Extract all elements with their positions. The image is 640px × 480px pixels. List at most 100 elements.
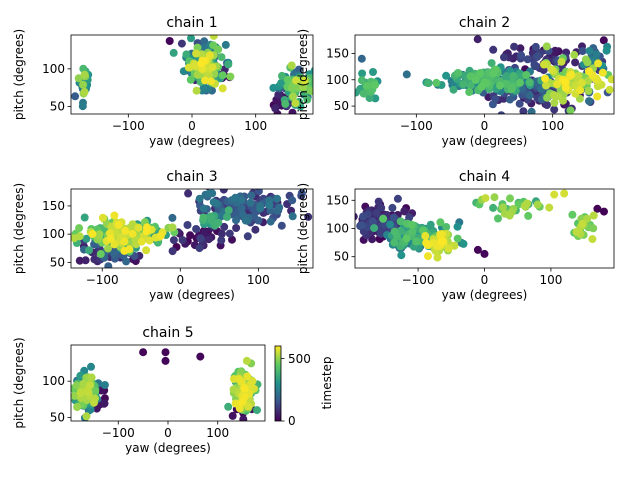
scatter-point [177,39,186,48]
scatter-point [386,220,395,229]
scatter-point [220,222,229,231]
scatter-point [545,203,554,212]
scatter-point [489,45,498,54]
colorbar-label: timestep [320,356,334,409]
scatter-point [184,63,193,72]
scatter-point [100,399,109,408]
x-axis-label: yaw (degrees) [442,288,528,302]
scatter-point [389,213,398,222]
scatter-point [91,387,100,396]
scatter-point [249,205,258,214]
scatter-point [254,216,263,225]
x-axis-label: yaw (degrees) [125,441,211,455]
subplots: −100 0 100 50 100 chain 1 yaw (degrees) pitch (… [12,15,615,455]
x-tick-label: 0 [176,273,184,287]
axes-frame [70,188,314,269]
scatter-point [426,220,435,229]
scatter-point [200,228,209,236]
y-tick-label: 50 [334,250,349,264]
x-tick-label: 0 [164,426,172,440]
scatter-point [551,46,560,55]
scatter-point [459,239,468,248]
scatter-point [90,255,99,264]
scatter-point [221,40,230,49]
scatter-point [442,223,451,231]
scatter-point [76,389,85,397]
scatter-point [237,377,246,386]
y-tick-label: 50 [50,410,65,424]
scatter-point [186,75,195,84]
scatter-point [80,213,89,222]
scatter-point [240,384,249,393]
scatter-point [247,191,256,200]
scatter-point [217,236,226,245]
scatter-point [510,42,519,51]
scatter-point [86,381,95,390]
y-tick-label: 150 [326,46,349,60]
scatter-point [476,69,485,77]
scatter-point [473,245,482,254]
scatter-point [79,64,88,73]
scatter-point [598,68,607,77]
scatter-point [253,406,261,415]
scatter-point [100,381,109,389]
scatter-point [120,237,129,246]
scatter-point [566,106,575,114]
scatter-point [560,189,569,198]
scatter-point [524,211,533,220]
subplot-4: −100 0 100 50 100 150 chain 4 yaw (degrees) pitc… [296,169,615,302]
scatter-point [217,53,226,62]
subplot-title: chain 1 [166,15,217,31]
scatter-point [287,61,296,70]
scatter-point [500,53,508,62]
scatter-point [114,221,123,229]
scatter-point [592,50,601,59]
scatter-point [393,194,402,203]
scatter-point [199,213,208,222]
scatter-point [197,59,206,68]
scatter-point [505,211,514,220]
scatter-point [433,253,442,262]
scatter-point [422,239,431,247]
scatter-point [533,200,542,209]
subplot-title: chain 2 [459,15,510,31]
scatter-point [79,80,88,89]
scatter-point [408,227,417,236]
scatter-point [527,107,536,114]
scatter-point [593,204,602,213]
y-tick-label: 150 [326,193,349,207]
subplot-2: −100 0 100 50 100 150 chain 2 yaw (degrees) pitc… [296,15,615,148]
scatter-point [540,60,548,69]
scatter-point [584,76,593,85]
scatter-point [274,90,283,99]
scatter-point [121,226,130,235]
scatter-points [355,35,614,114]
scatter-points [355,189,608,262]
scatter-point [432,78,441,87]
scatter-point [584,67,593,76]
scatter-point [156,231,165,240]
scatter-point [79,379,88,388]
y-tick-label: 100 [42,374,65,388]
x-tick-label: 100 [206,426,229,440]
scatter-point [371,94,380,103]
scatter-point [256,204,265,213]
scatter-point [578,47,587,56]
scatter-point [357,54,366,63]
scatter-point [365,94,374,103]
subplot-title: chain 5 [142,325,193,341]
scatter-point [224,402,233,411]
scatter-point [497,111,506,114]
scatter-point [300,77,309,85]
scatter-point [550,105,559,114]
scatter-point [243,232,252,241]
scatter-point [506,194,514,203]
scatter-point [531,42,540,51]
scatter-point [370,224,379,233]
scatter-point [184,189,193,198]
scatter-point [87,362,95,371]
y-tick-label: 100 [42,62,65,76]
scatter-point [553,92,562,101]
x-tick-label: 100 [247,273,270,287]
